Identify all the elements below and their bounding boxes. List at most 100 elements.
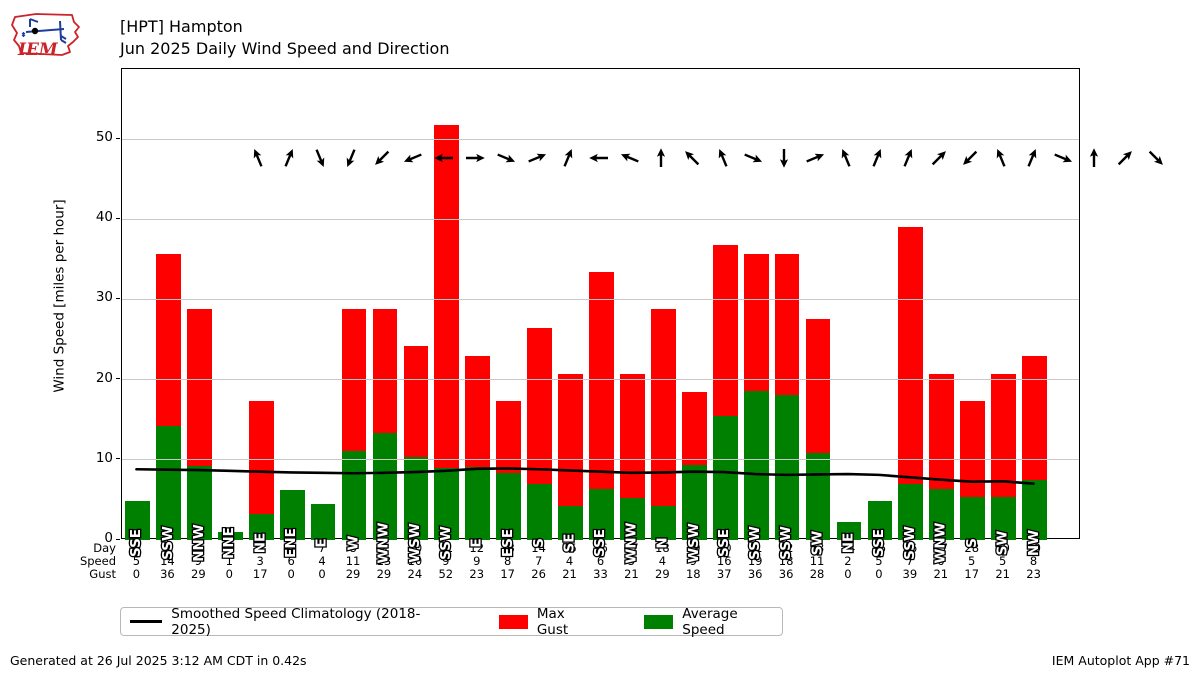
bar-average-speed <box>310 503 336 540</box>
table-cell-speed: 5 <box>968 554 976 568</box>
x-tick-mark <box>321 540 323 544</box>
table-cell-speed: 4 <box>658 554 667 568</box>
table-cell-speed: 10 <box>407 554 423 568</box>
table-cell-day: 21 <box>747 541 763 555</box>
table-cell-day: 14 <box>531 541 546 555</box>
wind-direction-arrow-icon <box>404 153 422 163</box>
table-cell-day: 3 <box>194 541 202 555</box>
table-row-label: Day <box>93 541 116 555</box>
table-cell-day: 22 <box>778 541 794 555</box>
table-cell-speed: 1 <box>225 554 233 568</box>
wind-direction-arrow-icon <box>744 153 763 163</box>
legend-climatology-swatch <box>130 620 163 623</box>
gridline <box>122 379 1079 381</box>
table-cell-day: 23 <box>809 541 825 555</box>
table-cell-gust: 21 <box>933 567 949 581</box>
table-cell-speed: 9 <box>442 554 450 568</box>
bar-average-speed <box>867 500 893 540</box>
x-tick-mark <box>383 540 385 544</box>
x-tick-mark <box>1033 540 1035 544</box>
table-cell-gust: 18 <box>685 567 701 581</box>
iem-logo-text: IEM <box>17 40 59 60</box>
bar-average-speed <box>279 490 305 540</box>
table-cell-gust: 36 <box>778 567 794 581</box>
table-row-label: Speed <box>79 554 116 568</box>
table-cell-speed: 2 <box>844 554 852 568</box>
bar-average-speed <box>558 506 583 540</box>
table-cell-day: 20 <box>716 541 732 555</box>
table-cell-speed: 8 <box>1029 554 1038 568</box>
table-cell-day: 4 <box>225 541 233 555</box>
wind-direction-arrow-icon <box>841 148 851 167</box>
table-cell-speed: 5 <box>875 554 883 568</box>
plot-area <box>121 68 1163 540</box>
table-cell-day: 27 <box>933 541 949 555</box>
wind-direction-arrow-icon <box>872 148 882 167</box>
table-cell-gust: 0 <box>844 567 852 581</box>
table-cell-gust: 28 <box>809 567 825 581</box>
table-cell-gust: 36 <box>747 567 763 581</box>
bar-average-speed <box>434 467 460 540</box>
bar-average-speed <box>620 498 645 540</box>
table-cell-gust: 33 <box>593 567 608 581</box>
wind-direction-arrow-icon <box>497 153 515 163</box>
table-cell-speed: 16 <box>716 554 732 568</box>
table-cell-gust: 23 <box>1026 567 1041 581</box>
wind-direction-arrow-icon <box>563 148 573 167</box>
table-cell-day: 12 <box>469 541 485 555</box>
wind-direction-arrow-icon <box>466 153 485 163</box>
table-cell-speed: 7 <box>534 554 543 568</box>
table-cell-gust: 21 <box>562 567 577 581</box>
gridline <box>122 459 1079 461</box>
x-tick-mark <box>352 540 354 544</box>
x-tick-mark <box>971 540 973 544</box>
bar-average-speed <box>836 522 862 540</box>
table-cell-speed: 3 <box>256 554 264 568</box>
climatology-line <box>135 467 1035 485</box>
wind-direction-arrow-icon <box>780 149 789 168</box>
table-cell-speed: 9 <box>194 554 202 568</box>
y-tick-label: 50 <box>95 129 113 146</box>
table-cell-gust: 29 <box>345 567 361 581</box>
table-cell-gust: 52 <box>438 567 454 581</box>
table-cell-day: 24 <box>840 541 856 555</box>
table-cell-gust: 0 <box>132 567 141 581</box>
table-cell-gust: 17 <box>964 567 980 581</box>
bar-average-speed <box>929 488 955 540</box>
legend-max-gust-swatch <box>498 614 528 629</box>
bar-average-speed <box>1022 479 1047 540</box>
wind-direction-arrow-icon <box>315 149 325 168</box>
bar-max-gust <box>650 309 676 540</box>
x-tick-mark <box>445 540 447 544</box>
y-tick-label: 10 <box>95 449 113 466</box>
table-cell-day: 1 <box>132 541 141 555</box>
table-cell-gust: 23 <box>469 567 485 581</box>
x-tick-mark <box>135 540 137 544</box>
bar-average-speed <box>774 394 800 540</box>
table-cell-gust: 29 <box>191 567 206 581</box>
wind-direction-arrow-icon <box>588 153 608 163</box>
x-tick-mark <box>228 540 230 544</box>
wind-direction-arrow-icon <box>1089 148 1098 167</box>
x-tick-mark <box>259 540 261 544</box>
x-tick-mark <box>940 540 942 544</box>
wind-direction-arrow-icon <box>434 153 454 163</box>
table-cell-day: 26 <box>902 541 918 555</box>
table-cell-gust: 0 <box>287 567 295 581</box>
gridline <box>122 298 1079 300</box>
legend: Smoothed Speed Climatology (2018-2025) M… <box>120 606 783 638</box>
table-cell-speed: 11 <box>345 554 361 568</box>
weather-vane-icon <box>21 18 67 44</box>
table-cell-gust: 21 <box>624 567 639 581</box>
wind-direction-arrow-icon <box>903 148 913 167</box>
x-tick-mark <box>414 540 416 544</box>
table-cell-day: 13 <box>500 541 515 555</box>
bar-average-speed <box>805 453 831 540</box>
table-cell-day: 6 <box>287 541 295 555</box>
table-cell-speed: 11 <box>809 554 825 568</box>
y-tick-mark <box>116 538 120 540</box>
table-cell-speed: 5 <box>132 554 141 568</box>
bar-average-speed <box>372 433 398 540</box>
table-cell-gust: 0 <box>318 567 326 581</box>
table-cell-day: 11 <box>438 541 454 555</box>
